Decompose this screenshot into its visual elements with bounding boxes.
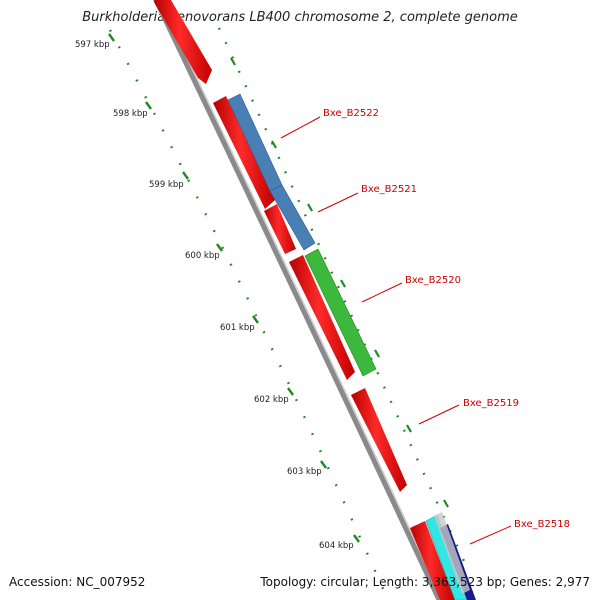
outer-ruler	[217, 27, 470, 571]
scale-tick	[145, 101, 152, 110]
inner-ruler	[108, 29, 390, 600]
cds-inner	[154, 0, 455, 600]
scale-tick	[287, 387, 294, 396]
cds-feature	[351, 388, 407, 492]
gene-label[interactable]: Bxe_B2518	[514, 519, 570, 530]
scale-label: 598 kbp	[113, 109, 148, 119]
gene-leader	[418, 404, 460, 425]
backbone-highlight	[158, 0, 444, 600]
outer-ruler-dash	[443, 499, 449, 508]
scale-label: 604 kbp	[319, 541, 354, 551]
scale-label: 597 kbp	[75, 40, 110, 50]
scale-tick	[252, 315, 259, 324]
gene-labels: Bxe_B2522 Bxe_B2521 Bxe_B2520 Bxe_B2519 …	[323, 108, 570, 530]
gene-leader	[280, 116, 321, 139]
outer-ruler-dash	[271, 140, 277, 149]
gene-leader	[317, 192, 359, 213]
scale-tick	[108, 33, 115, 42]
outer-ruler-dash	[406, 424, 412, 433]
outer-ruler-dash	[340, 279, 346, 288]
map-title: Burkholderia xenovorans LB400 chromosome…	[82, 10, 518, 25]
cds-feature	[264, 204, 296, 254]
gene-bxe-b2521[interactable]	[269, 184, 316, 251]
genome-summary: Topology: circular; Length: 3,363,523 bp…	[260, 575, 590, 589]
gene-label[interactable]: Bxe_B2522	[323, 108, 379, 119]
scale-label: 602 kbp	[254, 395, 289, 405]
gene-grey	[434, 512, 470, 594]
backbone	[153, 0, 444, 600]
gene-bxe-b2520[interactable]	[304, 248, 377, 377]
outer-ruler-dash	[230, 57, 236, 66]
gene-leaders	[280, 116, 512, 545]
cds-feature	[213, 96, 275, 209]
scale-label: 603 kbp	[287, 467, 322, 477]
cds-feature	[154, 0, 212, 84]
cds-feature	[289, 255, 355, 380]
gene-leader	[469, 525, 512, 545]
scale-label: 600 kbp	[185, 251, 220, 261]
scale-tick	[216, 243, 223, 252]
outer-ruler-dash	[307, 203, 313, 212]
scale-label: 599 kbp	[149, 180, 184, 190]
genes-outer	[227, 93, 476, 600]
accession-label: Accession: NC_007952	[9, 575, 146, 589]
backbone-track	[153, 0, 443, 600]
scale-tick	[353, 534, 360, 543]
scale-tick	[320, 460, 327, 469]
outer-ruler-dash	[374, 349, 380, 358]
gene-label[interactable]: Bxe_B2520	[405, 275, 461, 286]
scale-tick	[182, 171, 189, 180]
scale-labels: 597 kbp 598 kbp 599 kbp 600 kbp 601 kbp …	[75, 40, 354, 551]
gene-label[interactable]: Bxe_B2519	[463, 398, 519, 409]
cds-feature	[410, 521, 455, 600]
gene-leader	[361, 282, 403, 303]
gene-label[interactable]: Bxe_B2521	[361, 184, 417, 195]
scale-label: 601 kbp	[220, 323, 255, 333]
